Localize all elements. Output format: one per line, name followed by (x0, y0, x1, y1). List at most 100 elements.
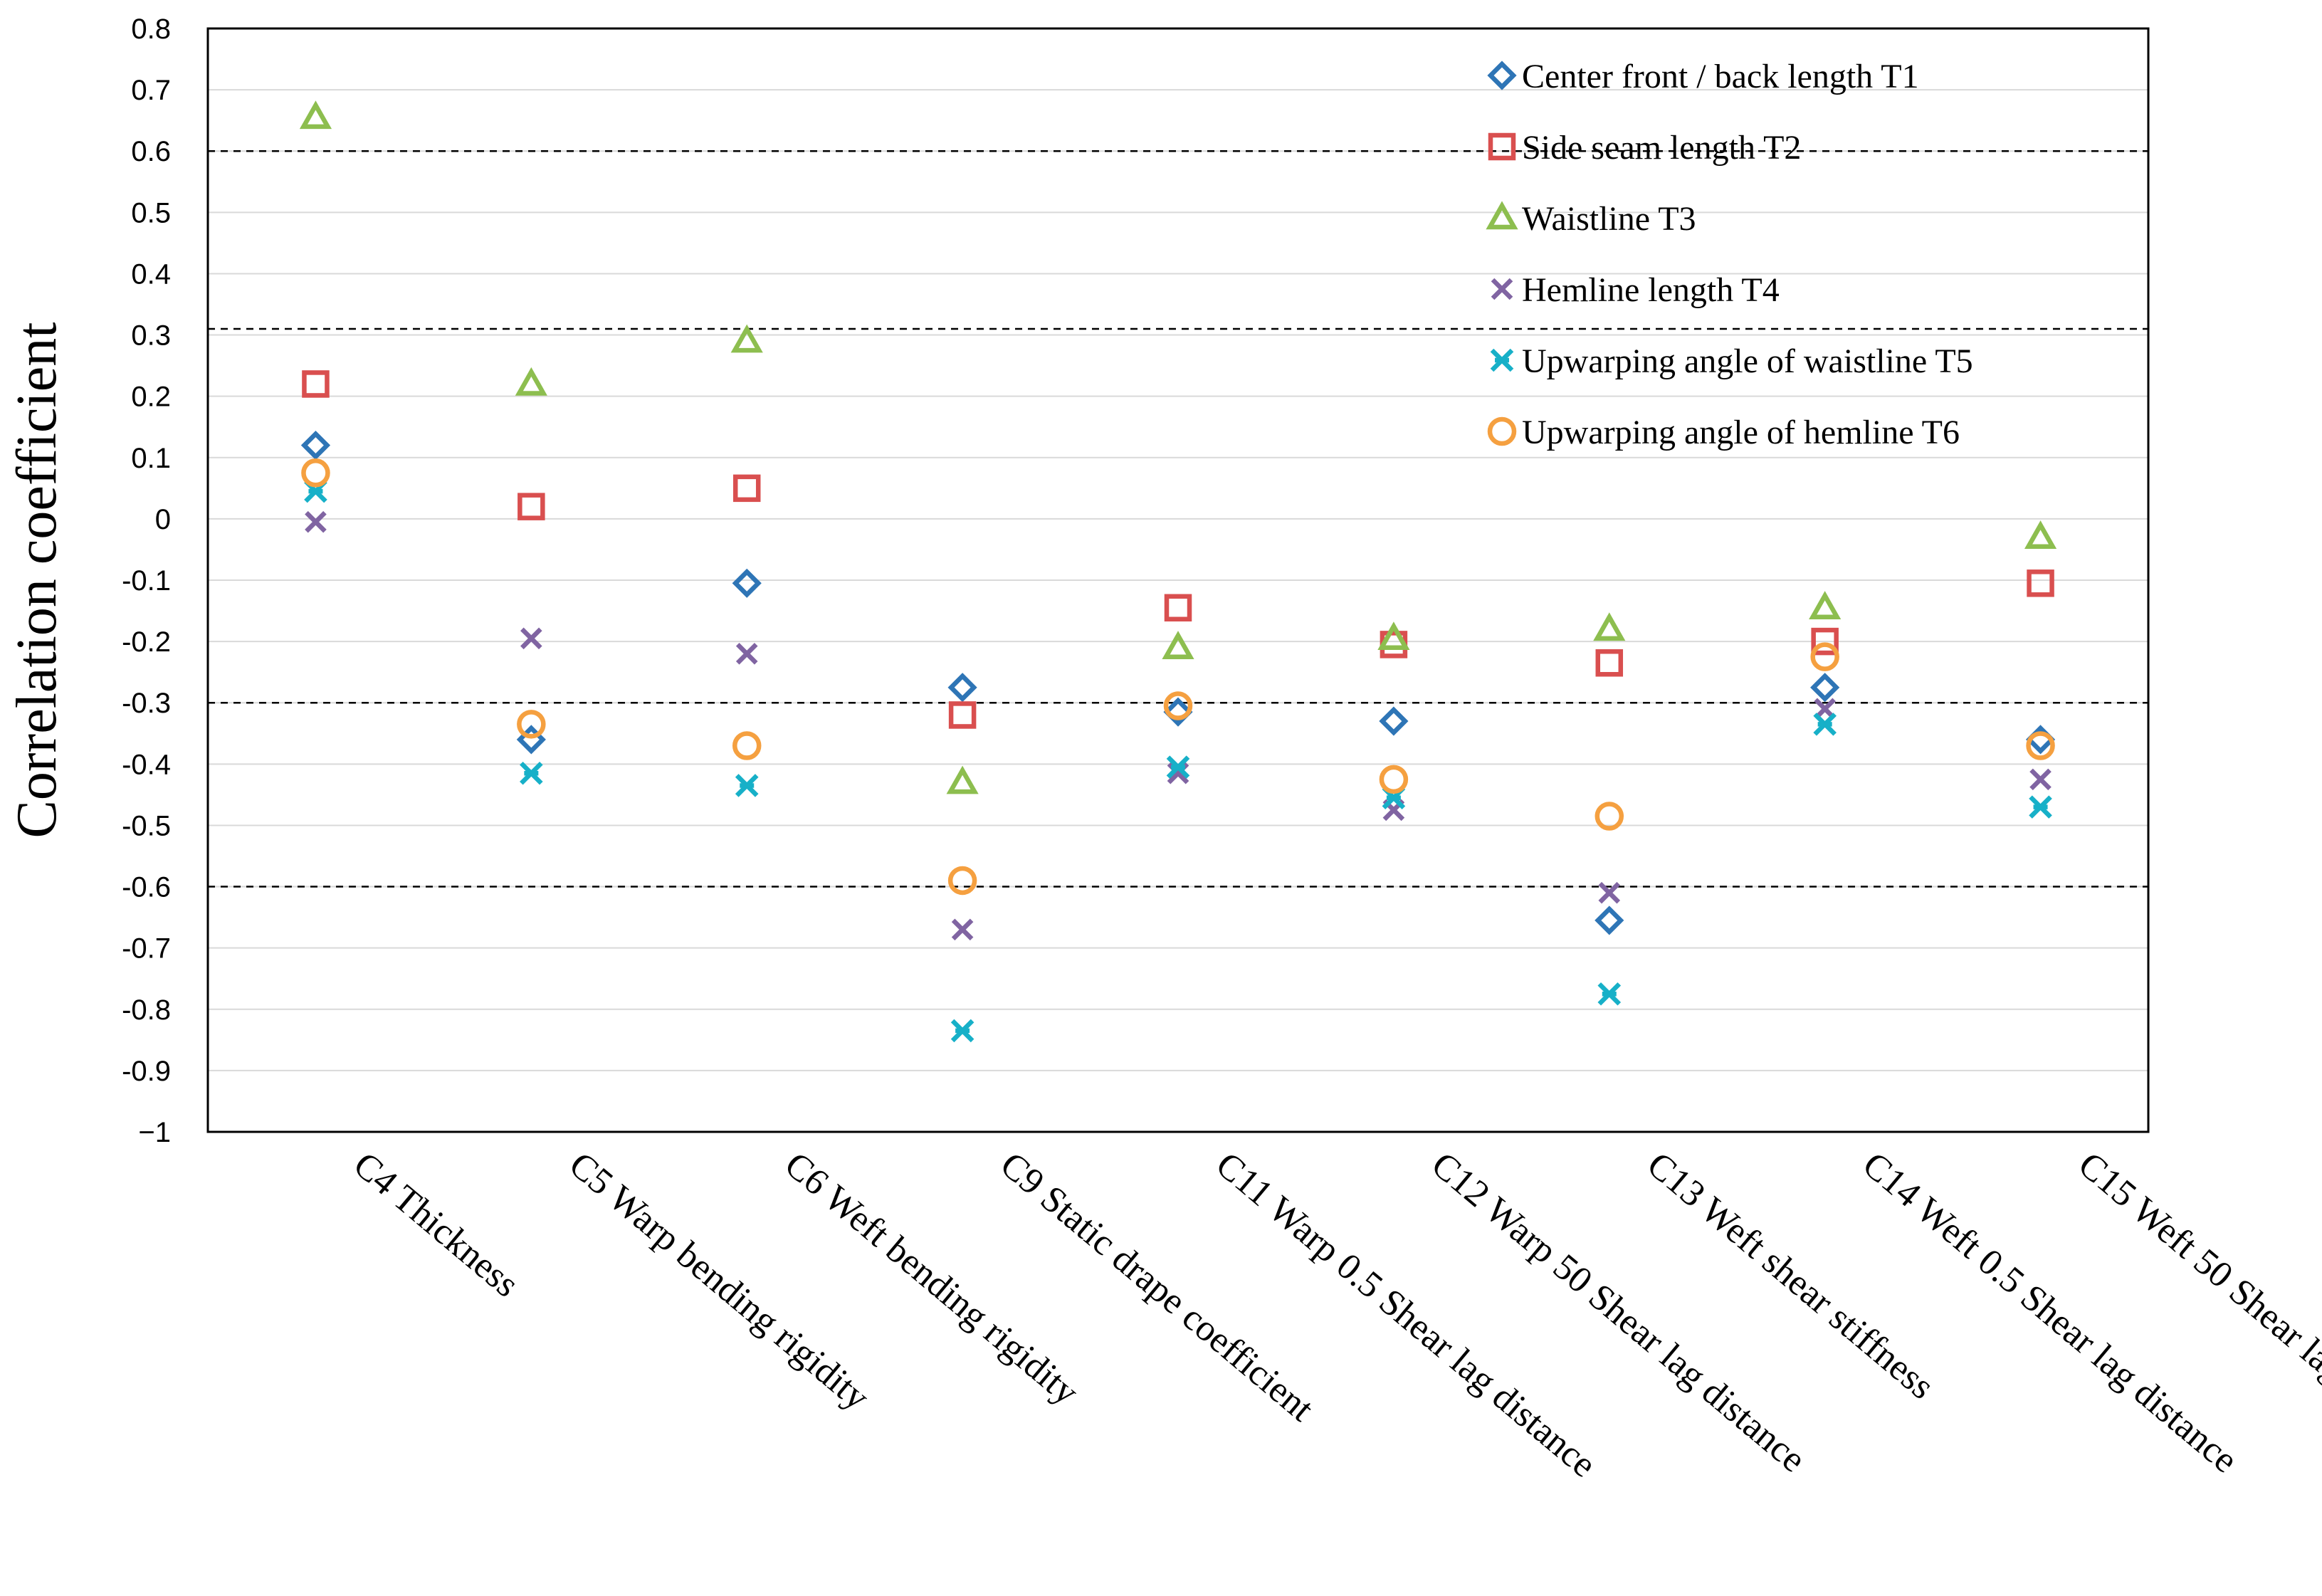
legend: Center front / back length T1 Side seam l… (1486, 58, 1973, 451)
square-shape (1811, 627, 1839, 656)
data-point (1809, 591, 1842, 619)
data-point (1593, 612, 1626, 641)
x-category-label: C14 Weft 0.5 Shear lag distance (1855, 1145, 2245, 1481)
y-tick-label: -0.1 (122, 565, 171, 597)
data-point (1598, 881, 1621, 904)
x-category-label: C11 Warp 0.5 Shear lag distance (1208, 1145, 1604, 1486)
y-tick-label: 0.4 (131, 258, 171, 290)
legend-item: Side seam length T2 (1488, 129, 1801, 167)
triangle-shape (515, 367, 547, 396)
y-tick-label: 0.6 (131, 136, 171, 167)
data-point (732, 731, 762, 760)
data-point (2024, 520, 2057, 549)
data-point (951, 918, 974, 941)
data-point (300, 430, 331, 461)
data-point (1379, 765, 1409, 794)
y-tick-label: 0.7 (131, 75, 171, 106)
y-tick-label: 0.1 (131, 443, 171, 474)
series-1 (300, 430, 2056, 935)
data-point (1377, 621, 1410, 651)
square-shape (732, 474, 761, 503)
square-shape (1595, 649, 1624, 677)
x-stroke (1491, 278, 1513, 300)
legend-marker (1490, 348, 1514, 372)
diamond-shape (1487, 61, 1517, 90)
legend-marker (1488, 132, 1516, 161)
triangle-shape (1486, 201, 1518, 230)
data-point (301, 458, 330, 488)
y-tick-label: -0.4 (122, 749, 171, 780)
legend-item: Hemline length T4 (1491, 271, 1780, 309)
y-tick-label: -0.7 (122, 933, 171, 965)
square-shape (948, 701, 977, 729)
y-tick-label: -0.6 (122, 872, 171, 903)
x-stroke (1598, 881, 1621, 904)
triangle-shape (1162, 631, 1194, 659)
diamond-shape (1810, 673, 1840, 703)
y-tick-label: 0.3 (131, 320, 171, 352)
circle-shape (2026, 731, 2055, 760)
data-point (1166, 755, 1190, 779)
y-tick-label: 0 (155, 504, 171, 535)
data-point (950, 1019, 974, 1043)
x-stroke (305, 510, 327, 533)
data-point (1595, 802, 1624, 831)
legend-item: Center front / back length T1 (1487, 58, 1919, 95)
data-point (2026, 731, 2055, 760)
circle-shape (1379, 765, 1409, 794)
triangle-shape (730, 324, 763, 353)
data-point (732, 568, 762, 598)
series-3 (299, 100, 2057, 794)
y-tick-label: −1 (138, 1117, 171, 1148)
y-tick-label: 0.8 (131, 14, 171, 45)
y-axis-label: Correlation coefficient (6, 322, 68, 839)
series-2 (302, 370, 2054, 729)
square-shape (1488, 132, 1516, 161)
triangle-shape (2024, 520, 2057, 549)
data-point (1595, 649, 1624, 677)
data-point (1813, 713, 1837, 736)
legend-marker (1487, 61, 1517, 90)
square-shape (2027, 569, 2054, 597)
data-point (1811, 627, 1839, 656)
data-point (2029, 795, 2052, 819)
y-tick-label: -0.3 (122, 688, 171, 719)
x-category-label: C4 Thickness (346, 1145, 527, 1306)
data-point (1163, 691, 1193, 720)
data-point (520, 627, 542, 650)
legend-label: Center front / back length T1 (1522, 58, 1919, 95)
data-point (1810, 673, 1840, 703)
x-stroke (2029, 768, 2052, 791)
diamond-shape (1595, 905, 1624, 935)
circle-shape (947, 866, 977, 896)
data-point (1595, 905, 1624, 935)
data-point (732, 474, 761, 503)
y-tick-label: -0.8 (122, 994, 171, 1026)
data-point (1597, 982, 1622, 1006)
data-point (948, 701, 977, 729)
diamond-shape (1163, 697, 1193, 727)
square-shape (1164, 594, 1192, 621)
diamond-shape (1379, 706, 1409, 736)
triangle-shape (1593, 612, 1626, 641)
data-point (2029, 768, 2052, 791)
legend-label: Side seam length T2 (1522, 129, 1801, 167)
x-stroke (520, 627, 542, 650)
grid-lines (208, 28, 2148, 1133)
triangle-shape (1377, 621, 1410, 651)
legend-label: Upwarping angle of waistline T5 (1522, 342, 1973, 380)
diamond-shape (300, 430, 331, 461)
data-point (299, 100, 332, 130)
circle-shape (1163, 691, 1193, 720)
data-point (517, 710, 546, 739)
data-point (946, 765, 979, 794)
data-point (735, 774, 759, 797)
legend-item: Waistline T3 (1486, 200, 1696, 238)
circle-shape (517, 710, 546, 739)
data-point (2027, 569, 2054, 597)
data-point (1162, 631, 1194, 659)
data-markers (299, 100, 2057, 1043)
legend-item: Upwarping angle of hemline T6 (1487, 414, 1960, 451)
y-tick-label: 0.5 (131, 197, 171, 229)
